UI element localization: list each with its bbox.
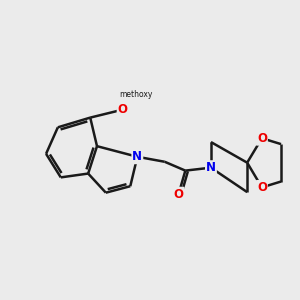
Text: O: O <box>257 181 267 194</box>
Text: N: N <box>206 161 216 174</box>
Text: O: O <box>174 188 184 201</box>
Text: O: O <box>118 103 128 116</box>
Text: N: N <box>132 150 142 163</box>
Text: methoxy: methoxy <box>119 90 153 99</box>
Text: O: O <box>257 132 267 145</box>
